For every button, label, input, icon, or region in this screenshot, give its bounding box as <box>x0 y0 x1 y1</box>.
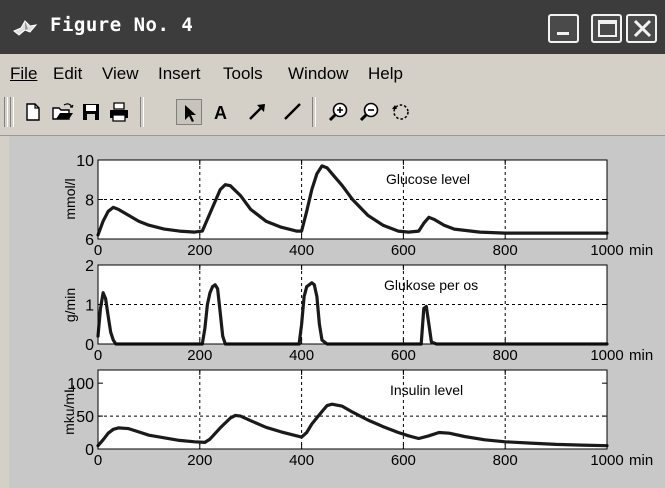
y-axis-label: mku/mL <box>61 385 77 435</box>
menu-file[interactable]: File <box>10 64 38 83</box>
x-tick-label: 1000 <box>590 242 623 259</box>
y-tick-label: 50 <box>76 409 94 426</box>
x-tick-label: 400 <box>289 242 314 259</box>
minimize-button[interactable] <box>548 14 579 43</box>
toolbar-separator <box>312 97 316 127</box>
toolbar-grip[interactable] <box>10 97 14 127</box>
window-title: Figure No. 4 <box>50 14 194 36</box>
menu-bar: File Edit View Insert Tools Window Help <box>0 54 665 91</box>
menu-window[interactable]: Window <box>288 64 349 83</box>
y-tick-label: 2 <box>85 258 94 275</box>
figure-toolbar: A <box>0 91 665 136</box>
y-tick-label: 6 <box>85 232 94 249</box>
y-tick-label: 10 <box>76 153 94 170</box>
save-icon <box>83 104 99 120</box>
open-folder-icon <box>52 103 74 120</box>
save-button[interactable] <box>78 99 104 125</box>
arrow-tool-button[interactable] <box>245 99 271 125</box>
x-unit-label: min <box>629 452 653 469</box>
minimize-icon <box>557 32 569 35</box>
toolbar-grip[interactable] <box>4 97 8 127</box>
plot-title: Glukose per os <box>384 277 478 293</box>
new-file-icon <box>26 103 40 121</box>
x-unit-label: min <box>629 242 653 259</box>
rotate-icon <box>392 104 409 120</box>
text-tool-glyph: A <box>214 103 227 123</box>
figure-canvas: 0 200 400 600 800 1000 min 6 8 10 mmol/l Glucose le… <box>9 136 665 488</box>
x-tick-label: 600 <box>391 242 416 259</box>
axes-box <box>97 264 608 345</box>
y-axis-label: g/min <box>62 288 78 322</box>
x-tick-label: 200 <box>187 242 212 259</box>
zoom-in-button[interactable] <box>326 99 352 125</box>
axes-box <box>97 159 608 240</box>
y-tick-label: 100 <box>67 376 94 393</box>
x-tick-label: 400 <box>289 452 314 469</box>
text-icon: A <box>214 103 227 123</box>
zoom-out-icon <box>359 102 379 122</box>
x-tick-label: 800 <box>493 452 518 469</box>
rotate-button[interactable] <box>388 99 414 125</box>
line-icon <box>284 103 301 120</box>
select-button[interactable] <box>176 99 202 125</box>
text-tool-button[interactable]: A <box>209 99 235 125</box>
title-bar[interactable]: Figure No. 4 <box>0 0 665 54</box>
x-tick-label: 0 <box>94 452 102 469</box>
zoom-out-button[interactable] <box>357 99 383 125</box>
x-tick-label: 0 <box>94 347 102 364</box>
zoom-in-icon <box>328 102 348 122</box>
x-tick-label: 800 <box>493 347 518 364</box>
axes-box <box>97 369 608 450</box>
close-icon <box>633 19 652 38</box>
x-tick-label: 200 <box>187 347 212 364</box>
line-tool-button[interactable] <box>280 99 306 125</box>
y-tick-label: 0 <box>85 442 94 459</box>
select-arrow-icon <box>185 105 196 122</box>
x-tick-label: 800 <box>493 242 518 259</box>
y-axis-label: mmol/l <box>62 178 78 219</box>
menu-edit[interactable]: Edit <box>53 64 83 83</box>
x-tick-label: 400 <box>289 347 314 364</box>
x-tick-label: 1000 <box>590 347 623 364</box>
x-unit-label: min <box>629 347 653 364</box>
plot-title: Insulin level <box>390 382 463 398</box>
menu-view[interactable]: View <box>102 64 139 83</box>
x-tick-label: 600 <box>391 347 416 364</box>
series-line <box>96 164 609 237</box>
menu-help[interactable]: Help <box>368 64 403 83</box>
y-tick-label: 1 <box>85 298 94 315</box>
new-file-button[interactable] <box>20 99 46 125</box>
y-tick-label: 0 <box>85 337 94 354</box>
x-tick-label: 600 <box>391 452 416 469</box>
plot-area <box>98 370 607 449</box>
print-icon <box>110 102 128 122</box>
toolbar-separator <box>140 97 144 127</box>
print-button[interactable] <box>106 99 132 125</box>
x-tick-label: 1000 <box>590 452 623 469</box>
menu-insert[interactable]: Insert <box>158 64 201 83</box>
plot-title: Glucose level <box>386 171 470 187</box>
maximize-button[interactable] <box>591 14 622 43</box>
maximize-icon <box>598 20 617 37</box>
y-tick-label: 8 <box>85 193 94 210</box>
x-tick-label: 0 <box>94 242 102 259</box>
arrow-icon <box>249 104 265 120</box>
menu-tools[interactable]: Tools <box>223 64 263 83</box>
open-button[interactable] <box>50 99 76 125</box>
series-line <box>96 402 609 448</box>
matlab-figure-icon <box>13 20 38 36</box>
x-tick-label: 200 <box>187 452 212 469</box>
close-button[interactable] <box>626 14 657 43</box>
